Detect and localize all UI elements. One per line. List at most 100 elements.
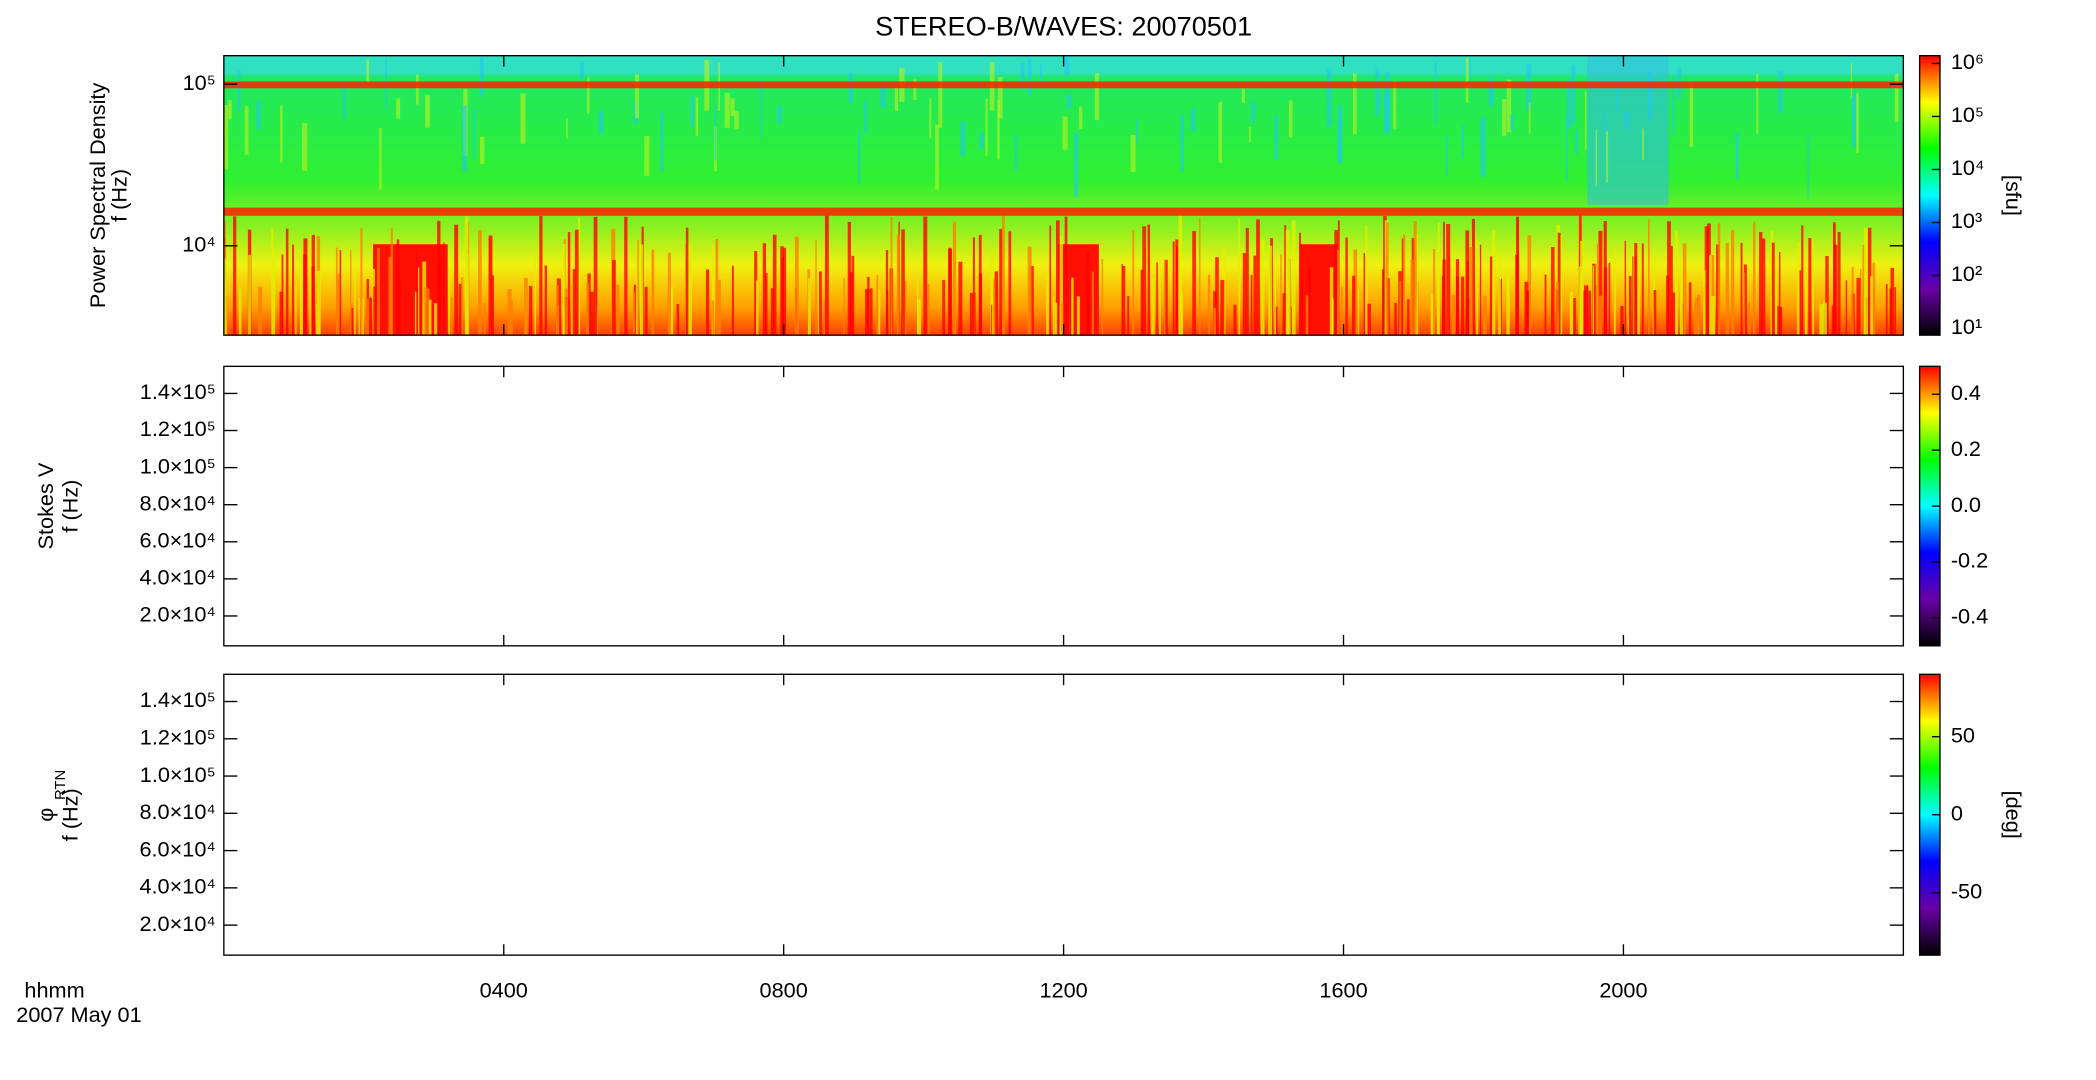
spectrogram-stripe <box>1165 259 1168 336</box>
spectrogram-stripe <box>572 269 576 336</box>
spectrogram-stripe <box>935 124 939 190</box>
spectrogram-stripe <box>1544 274 1547 336</box>
spectrogram-stripe <box>1743 272 1746 336</box>
spectrogram-stripe <box>978 234 982 336</box>
spectrogram-stripe <box>1837 231 1841 336</box>
spectrogram-stripe <box>366 59 370 83</box>
spectrogram-stripe <box>388 257 393 336</box>
spectrogram-stripe <box>1127 296 1130 336</box>
spectrogram-stripe <box>1268 245 1273 336</box>
y-axis-label: f (Hz) <box>106 169 131 222</box>
spectrogram-stripe <box>869 288 873 336</box>
spectrogram-stripe <box>354 269 356 336</box>
spectrogram-stripe <box>458 283 462 336</box>
spectrogram-stripe <box>1433 248 1436 336</box>
spectrogram-stripe <box>1274 114 1279 161</box>
spectrogram-stripe <box>299 249 303 336</box>
spectrogram-stripe <box>1801 225 1804 336</box>
spectrogram-stripe <box>379 128 382 190</box>
spectrogram-stripe <box>1870 276 1873 336</box>
spectrogram-stripe <box>237 70 241 112</box>
spectrogram-stripe <box>1580 240 1584 336</box>
spectrogram-stripe <box>1670 246 1673 336</box>
spectrogram-stripe <box>705 269 710 336</box>
spectrogram-stripe <box>1823 301 1825 336</box>
spectrogram-stripe <box>377 247 380 336</box>
spectrogram-stripe <box>616 284 620 336</box>
spectrogram-stripe <box>644 136 650 176</box>
spectrogram-stripe <box>1476 239 1479 336</box>
spectrogram-stripe <box>731 265 734 336</box>
spectrogram-stripe <box>1101 258 1104 336</box>
spectrogram-stripe <box>473 107 476 159</box>
spectrogram-stripe <box>1410 259 1414 336</box>
spectrogram-stripe <box>958 261 963 336</box>
spectrogram-stripe <box>415 249 418 336</box>
spectrogram-stripe <box>1308 267 1311 336</box>
spectrogram-stripe <box>1551 247 1555 336</box>
spectrogram-patch <box>1587 55 1669 205</box>
spectrogram-stripe <box>1178 214 1183 336</box>
spectrogram-stripe <box>1076 296 1080 336</box>
spectrogram-stripe <box>660 112 664 172</box>
spectrogram-stripe <box>1778 252 1781 336</box>
spectrogram-stripe <box>1256 219 1260 336</box>
y-tick-label: 4.0×10⁴ <box>139 565 215 590</box>
spectrogram-stripe <box>1620 306 1624 336</box>
spectrogram-stripe <box>417 267 420 336</box>
spectrogram-stripe <box>1603 267 1608 336</box>
spectrogram-stripe <box>1413 221 1417 336</box>
spectrogram-stripe <box>1147 224 1151 336</box>
spectrogram-stripe <box>1637 249 1640 336</box>
spectrogram-stripe <box>1242 253 1247 336</box>
spectrogram-stripe <box>612 260 616 336</box>
spectrogram-stripe <box>1560 234 1563 336</box>
spectrogram-stripe <box>876 275 879 336</box>
spectrogram-stripe <box>676 304 680 336</box>
spectrogram-stripe <box>990 251 995 336</box>
spectrogram-stripe <box>1851 266 1854 336</box>
spectrogram-stripe <box>1725 243 1729 336</box>
spectrogram-stripe <box>1571 64 1576 126</box>
spectrogram-stripe <box>586 282 590 336</box>
spectrogram-stripe <box>635 74 639 119</box>
spectrogram-stripe <box>480 136 485 165</box>
spectrogram-stripe <box>1506 79 1512 133</box>
y-axis-label: Power Spectral Density <box>85 83 110 309</box>
spectrogram-stripe <box>1280 254 1282 336</box>
spectrogram-stripe <box>1703 270 1706 336</box>
spectrogram-stripe <box>1299 232 1301 336</box>
spectrogram-stripe <box>1771 242 1775 336</box>
spectrogram-stripe <box>1241 88 1245 103</box>
spectrogram-stripe <box>1455 259 1460 336</box>
y-tick-label: 10⁴ <box>182 232 215 257</box>
colorbar-tick-label: 0.2 <box>1951 436 1981 461</box>
spectrogram-stripe <box>903 281 907 336</box>
spectrogram-stripe <box>428 299 432 336</box>
spectrogram-stripe <box>890 216 893 336</box>
spectrogram-stripe <box>1709 254 1712 336</box>
spectrogram-stripe <box>1469 59 1472 93</box>
spectrogram-stripe <box>997 100 1000 160</box>
spectrogram-stripe <box>1399 281 1402 336</box>
spectrogram-stripe <box>1613 248 1616 336</box>
spectrogram-stripe <box>1059 236 1063 336</box>
y-tick-label: 1.2×10⁵ <box>140 416 216 441</box>
spectrogram-stripe <box>1647 72 1653 120</box>
spectrogram-stripe <box>1445 135 1448 176</box>
spectrogram-stripe <box>1460 276 1465 336</box>
y-tick-label: 1.0×10⁵ <box>140 453 216 478</box>
spectrogram-stripe <box>580 61 584 80</box>
spectrogram-stripe <box>562 243 566 336</box>
spectrogram-stripe <box>1142 226 1147 336</box>
spectrogram-stripe <box>1694 303 1697 336</box>
spectrogram-stripe <box>258 286 263 336</box>
x-tick-label: 0800 <box>760 977 808 1002</box>
spectrogram-stripe <box>695 97 699 137</box>
spectrogram-stripe <box>1633 244 1636 336</box>
spectrogram-stripe <box>1584 285 1588 336</box>
spectrogram-stripe <box>1489 256 1494 336</box>
y-tick-label: 2.0×10⁴ <box>139 911 215 936</box>
spectrogram-stripe <box>351 307 354 336</box>
spectrogram-stripe <box>1434 61 1437 125</box>
